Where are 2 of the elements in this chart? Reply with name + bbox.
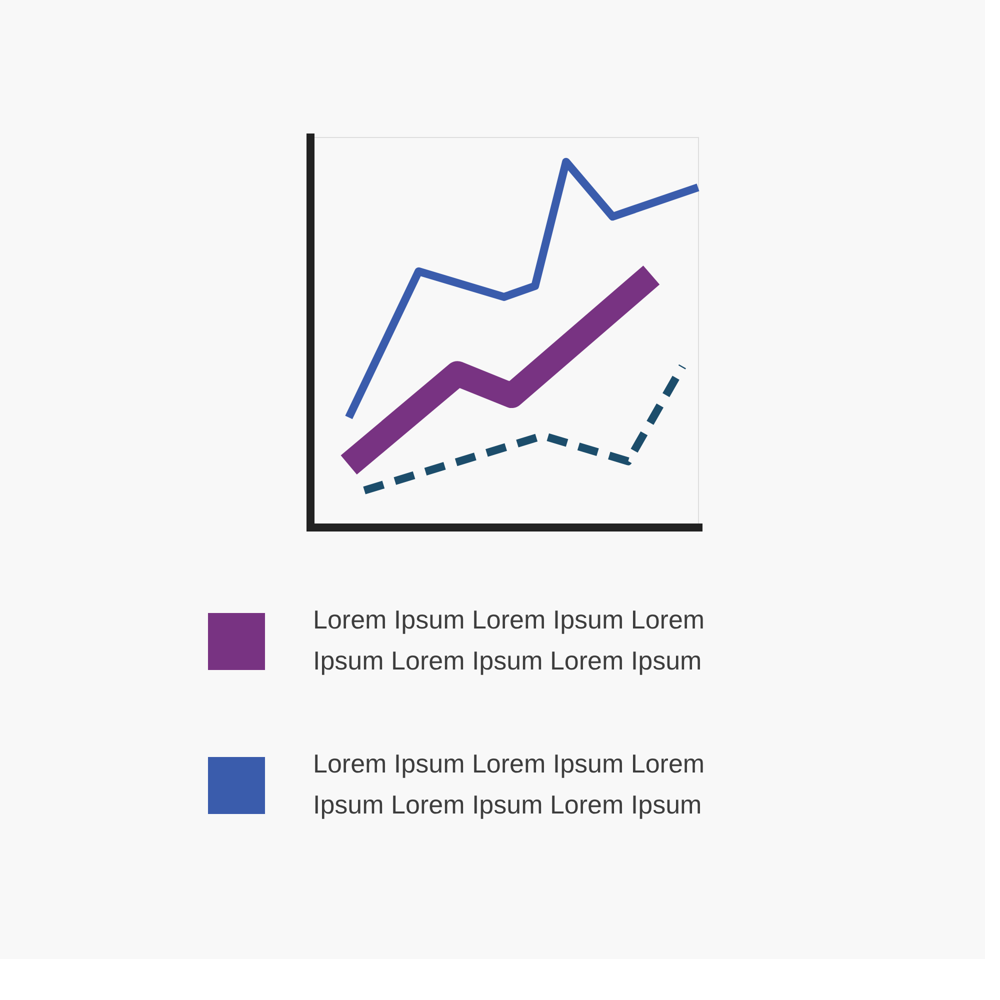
- legend-label: Lorem Ipsum Lorem Ipsum Lorem Ipsum Lorem Ipsum Lorem Ipsum: [313, 748, 705, 820]
- legend-label: Lorem Ipsum Lorem Ipsum Lorem Ipsum Lorem Ipsum Lorem Ipsum: [313, 604, 705, 676]
